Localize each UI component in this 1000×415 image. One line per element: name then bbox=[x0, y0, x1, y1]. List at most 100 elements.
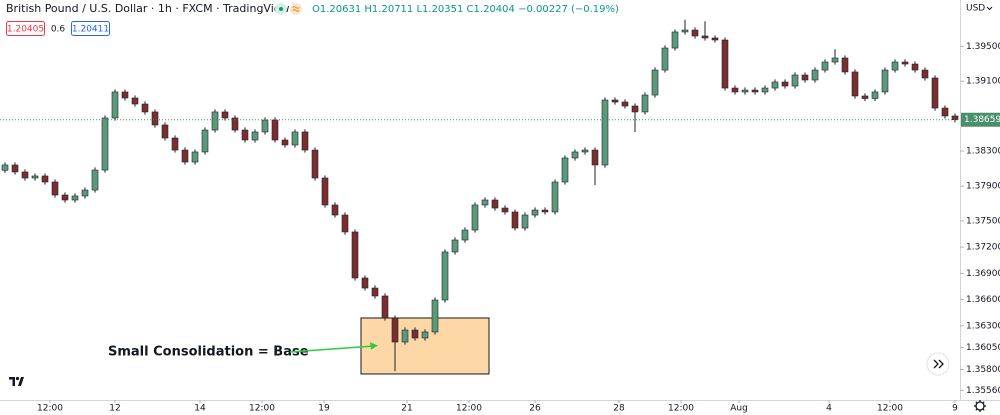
x-tick-label: 12:00 bbox=[877, 404, 903, 414]
candle-body bbox=[331, 204, 339, 216]
candle-body bbox=[691, 29, 699, 37]
y-tick-label: 1.36900 bbox=[966, 269, 1000, 279]
ohlc-values: O1.20631 H1.20711 L1.20351 C1.20404 −0.0… bbox=[312, 4, 619, 15]
y-tick-label: 1.36300 bbox=[966, 321, 1000, 331]
candle-body bbox=[351, 231, 359, 279]
settings-teeth bbox=[974, 400, 986, 412]
candle-body bbox=[71, 195, 79, 201]
candle-body bbox=[321, 177, 329, 206]
candle-body bbox=[761, 87, 769, 93]
tradingview-logo bbox=[6, 372, 28, 390]
candle-body bbox=[711, 37, 719, 41]
y-tick-label: 1.36600 bbox=[966, 295, 1000, 305]
candle-body bbox=[701, 35, 709, 39]
candle-body bbox=[391, 317, 399, 343]
y-tick-label: 1.39100 bbox=[966, 77, 1000, 87]
candle-body bbox=[51, 181, 59, 196]
candle-body bbox=[401, 329, 409, 343]
x-tick-label: 12:00 bbox=[668, 404, 694, 414]
candle-body bbox=[261, 119, 269, 133]
buy-button[interactable] bbox=[71, 21, 110, 36]
candle-body bbox=[521, 214, 529, 229]
candle-body bbox=[211, 111, 219, 131]
candle-body bbox=[581, 149, 589, 153]
sell-button[interactable] bbox=[6, 21, 45, 36]
candle-body bbox=[901, 61, 909, 65]
ask-price: 1.20411 bbox=[72, 25, 109, 35]
spread: 0.6 bbox=[51, 25, 66, 35]
candle-body bbox=[411, 329, 419, 339]
candle-body bbox=[11, 164, 19, 173]
candle-body bbox=[31, 175, 39, 179]
x-tick-label: 12:00 bbox=[456, 404, 482, 414]
last-price-tag bbox=[961, 112, 1000, 127]
logo-background bbox=[6, 372, 28, 390]
candle-body bbox=[231, 117, 239, 131]
candle-body bbox=[221, 111, 229, 119]
settings-button[interactable] bbox=[974, 400, 986, 412]
candle-body bbox=[831, 57, 839, 63]
candle-body bbox=[121, 91, 129, 99]
candle-body bbox=[271, 119, 279, 141]
candle-body bbox=[541, 209, 549, 213]
x-tick-label: 21 bbox=[401, 404, 412, 414]
candle-body bbox=[741, 89, 749, 93]
candle-body bbox=[441, 251, 449, 301]
candle-body bbox=[171, 137, 179, 151]
x-tick-label: 14 bbox=[194, 404, 206, 414]
y-tick-label: 1.36050 bbox=[966, 343, 1000, 353]
candle-body bbox=[181, 149, 189, 163]
x-tick-label: 28 bbox=[613, 404, 625, 414]
candle-body bbox=[501, 207, 509, 213]
candle-body bbox=[61, 194, 69, 201]
candle-body bbox=[851, 71, 859, 97]
annotation-arrowhead bbox=[370, 342, 378, 350]
currency-dropdown-icon bbox=[986, 6, 993, 11]
candle-body bbox=[791, 74, 799, 87]
candle-body bbox=[801, 74, 809, 81]
candle-body bbox=[141, 103, 149, 113]
data-delay-glyph bbox=[292, 6, 300, 12]
candle-body bbox=[161, 124, 169, 139]
highlight-box bbox=[360, 317, 490, 375]
market-status-dot bbox=[279, 7, 283, 11]
candle-body bbox=[291, 131, 299, 146]
x-tick-label: Aug bbox=[730, 404, 748, 414]
candle-body bbox=[881, 69, 889, 93]
candle-body bbox=[931, 77, 939, 109]
y-tick-label: 1.39500 bbox=[966, 42, 1000, 52]
candle-body bbox=[491, 199, 499, 209]
plot-area bbox=[0, 19, 960, 375]
annotation: Small Consolidation = Base bbox=[108, 344, 309, 359]
data-delay-icon[interactable] bbox=[290, 3, 302, 15]
x-tick-label: 26 bbox=[529, 404, 541, 414]
candle-body bbox=[671, 31, 679, 49]
candle-body bbox=[481, 199, 489, 206]
candle-body bbox=[371, 287, 379, 297]
y-tick-label: 1.35560 bbox=[966, 386, 1000, 396]
candle-body bbox=[471, 204, 479, 231]
candle-body bbox=[461, 229, 469, 241]
x-tick-label: 19 bbox=[318, 404, 330, 414]
candle-body bbox=[101, 117, 109, 171]
candle-body bbox=[621, 101, 629, 107]
candle-body bbox=[781, 81, 789, 87]
scroll-icon bbox=[933, 359, 944, 369]
x-tick-label: 4 bbox=[826, 404, 832, 414]
candle-body bbox=[361, 277, 369, 289]
logo-glyph bbox=[9, 377, 24, 386]
candle-body bbox=[721, 39, 729, 89]
y-tick-label: 1.37200 bbox=[966, 243, 1000, 253]
currency-label[interactable]: USD bbox=[966, 4, 985, 14]
candle-body bbox=[811, 69, 819, 81]
candle-body bbox=[451, 239, 459, 253]
y-tick-label: 1.37500 bbox=[966, 216, 1000, 226]
candle-body bbox=[41, 175, 49, 183]
candle-body bbox=[111, 91, 119, 119]
candle-body bbox=[381, 295, 389, 319]
candle-body bbox=[341, 214, 349, 233]
y-tick-label: 1.37900 bbox=[966, 182, 1000, 192]
bid-price: 1.20405 bbox=[7, 25, 44, 35]
